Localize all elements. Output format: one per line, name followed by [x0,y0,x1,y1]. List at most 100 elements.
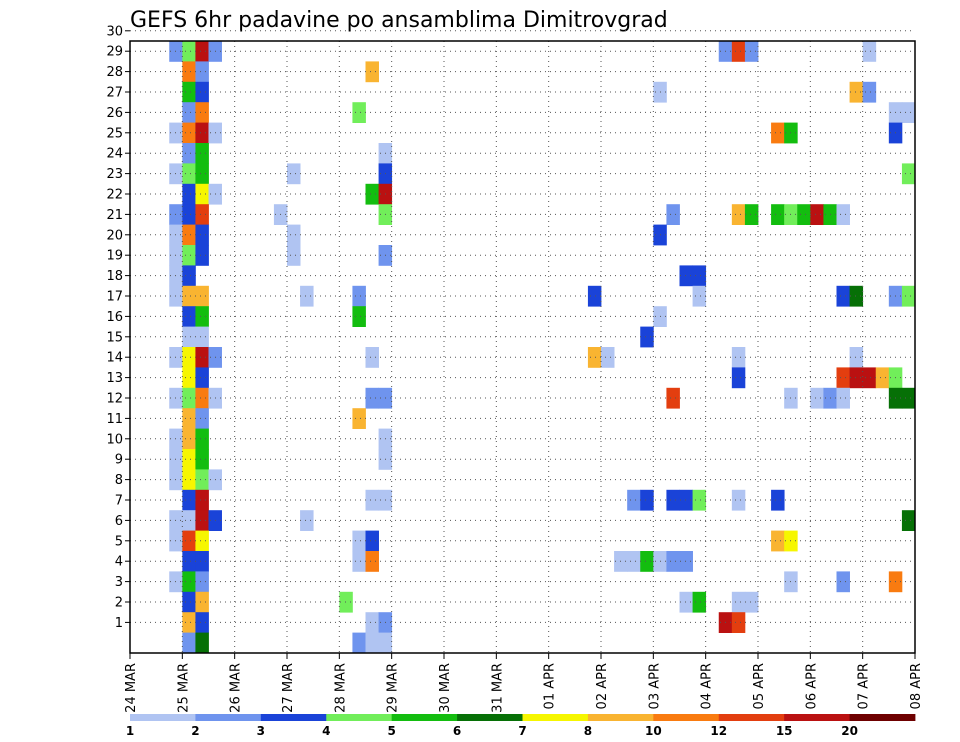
legend-swatch [849,714,916,721]
y-tick-label: 20 [106,228,123,243]
heatmap-cell [300,285,314,307]
y-tick-label: 5 [115,534,123,549]
y-tick-label: 15 [106,330,123,345]
heatmap-cell [182,571,196,593]
legend-swatch [784,714,850,721]
heatmap-cell [666,204,680,225]
x-tick-label: 04 APR [700,663,715,709]
heatmap-cell [352,306,366,327]
heatmap-cell [679,551,693,572]
heatmap-cell [195,530,209,552]
heatmap-cell [365,61,379,83]
y-tick-label: 13 [106,371,123,386]
heatmap-cell [352,285,366,307]
heatmap-cell [731,204,746,225]
heatmap-cell [182,632,196,654]
x-tick-label: 07 APR [857,663,872,709]
legend-label: 5 [387,724,395,738]
y-tick-label: 6 [115,514,123,529]
y-tick-label: 27 [106,86,123,101]
heatmap-cell [836,387,850,409]
heatmap-cell [836,204,850,225]
x-tick-label: 01 APR [543,663,558,709]
heatmap-cell [287,163,301,185]
x-axis: 24 MAR 25 MAR 26 MAR 27 MAR 28 MAR 29 MAR 30 M… [124,653,924,713]
heatmap-cell [182,489,196,511]
legend-swatch [522,714,589,721]
heatmap-cell [195,612,209,633]
y-tick-label: 16 [106,310,123,325]
heatmap-cell [627,489,641,511]
y-tick-label: 30 [106,24,123,39]
heatmap-cell [182,163,196,185]
heatmap-cell [692,285,707,307]
heatmap-cell [182,367,196,389]
x-tick-label: 27 MAR [281,663,296,713]
legend-label: 1 [126,724,134,738]
heatmap-cell [182,41,196,62]
heatmap-cell [195,61,209,83]
y-tick-label: 29 [106,45,123,60]
heatmap-cell [182,285,196,307]
x-tick-label: 30 MAR [438,663,453,713]
y-tick-label: 19 [106,249,123,264]
heatmap-cell [195,347,209,368]
heatmap-cell [365,551,379,572]
heatmap-cell [679,489,693,511]
heatmap-cell [862,367,877,389]
heatmap-cell [640,489,654,511]
heatmap-cell [195,326,209,348]
legend-swatch [587,714,654,721]
heatmap-cell [195,81,209,103]
heatmap-cell [339,591,353,613]
heatmap-cell [849,347,864,368]
y-tick-label: 2 [115,596,123,611]
legend: 1 2 3 4 5 6 7 8 10 12 15 20 [126,714,916,738]
heatmap-cell [744,591,759,613]
heatmap-cell [378,632,393,654]
heatmap-cell [666,489,680,511]
heatmap-cell [195,41,209,62]
y-tick-label: 4 [115,555,123,570]
heatmap-cell [195,591,209,613]
heatmap-cell [195,122,209,144]
plot-frame [129,40,916,654]
heatmap-cell [771,489,785,511]
heatmap-cell [195,163,209,185]
x-tick-label: 08 APR [909,663,924,709]
y-tick-label: 3 [115,575,123,590]
heatmap-cell [182,102,196,123]
heatmap-cell [365,347,379,368]
heatmap-cell [731,347,746,368]
heatmap-cell [810,204,824,225]
heatmap-cell [679,591,693,613]
heatmap-cell [182,61,196,83]
heatmap-cell [731,591,746,613]
heatmap-cell [182,224,196,246]
heatmap-cell [195,285,209,307]
heatmap-cell [666,387,680,409]
heatmap-cell [195,102,209,123]
heatmap-cell [352,102,366,123]
x-tick-label: 03 APR [647,663,662,709]
heatmap-cell [182,469,196,491]
y-tick-label: 21 [106,208,123,223]
legend-swatch [653,714,720,721]
y-tick-label: 23 [106,167,123,182]
heatmap-cell [195,245,209,266]
heatmap-cell [287,224,301,246]
heatmap-cell [182,265,196,287]
legend-swatch [195,714,262,721]
y-tick-label: 9 [115,453,123,468]
y-tick-label: 7 [115,494,123,509]
heatmap-cell [692,489,707,511]
y-tick-label: 22 [106,188,123,203]
heatmap-cell [195,551,209,572]
heatmap-cell [901,510,916,531]
heatmap-cell [901,285,916,307]
heatmap-cell [182,551,196,572]
heatmap-cell [195,367,209,389]
heatmap-cell [862,81,877,103]
heatmap-cell [182,387,196,409]
